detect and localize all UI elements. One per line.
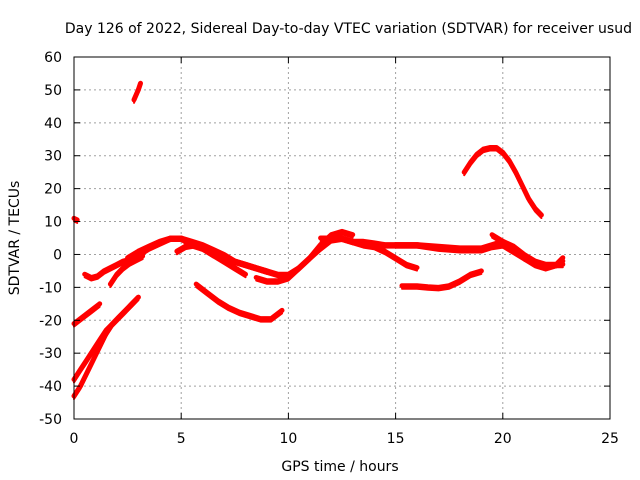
y-tick-label: -30	[39, 346, 62, 362]
x-tick-label: 0	[70, 431, 79, 447]
series-arc-03-band	[73, 305, 101, 328]
series-arc-01	[71, 215, 80, 223]
series-arc-07-band	[109, 258, 144, 289]
x-tick-label: 20	[494, 431, 512, 447]
series-arc-14	[399, 268, 484, 290]
y-tick-label: 0	[53, 247, 62, 263]
y-tick-label: 30	[44, 149, 62, 165]
series-arc-14-band	[401, 272, 483, 292]
series-layer	[71, 80, 566, 400]
axes: 0 5 10 15 20 25 -50 -40 -30 -20 -10 0 10 20 30 40 50 60	[39, 50, 619, 447]
series-arc-17	[461, 145, 544, 218]
series-arc-12-band	[195, 286, 283, 323]
x-tick-label: 5	[177, 431, 186, 447]
series-arc-02-band	[133, 85, 142, 104]
plot-frame	[73, 56, 611, 420]
series-arc-12	[193, 281, 285, 322]
series-arc-05	[71, 294, 141, 399]
series-arc-16-band	[491, 236, 564, 272]
x-tick-label: 15	[387, 431, 405, 447]
y-tick-label: 50	[44, 83, 62, 99]
x-tick-label: 25	[601, 431, 619, 447]
series-arc-16	[489, 232, 566, 271]
y-tick-label: -20	[39, 313, 62, 329]
y-tick-label: 40	[44, 116, 62, 132]
y-tick-label: 10	[44, 215, 62, 231]
chart-title: Day 126 of 2022, Sidereal Day-to-day VTE…	[65, 21, 632, 37]
y-tick-label: 20	[44, 182, 62, 198]
x-axis-title: GPS time / hours	[281, 459, 398, 475]
y-tick-label: -10	[39, 280, 62, 296]
x-tick-label: 10	[279, 431, 297, 447]
y-axis-title: SDTVAR / TECUs	[7, 181, 23, 296]
series-arc-04-band	[73, 299, 140, 384]
series-arc-05-band	[73, 299, 140, 400]
y-tick-label: -40	[39, 379, 62, 395]
y-tick-label: 60	[44, 50, 62, 66]
series-arc-17-band	[463, 149, 543, 219]
series-arc-10	[174, 228, 356, 277]
y-tick-label: -50	[39, 412, 62, 428]
